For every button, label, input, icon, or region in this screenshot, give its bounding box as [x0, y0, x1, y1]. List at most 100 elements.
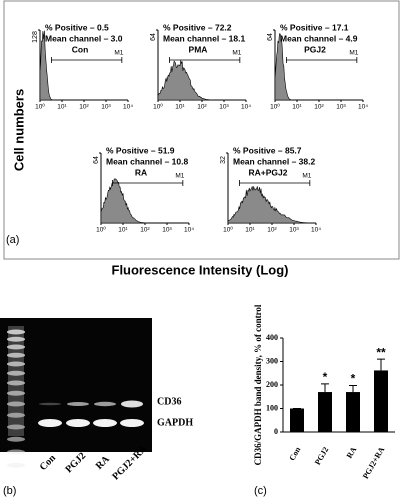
bar [290, 408, 304, 432]
band-label: CD36 [157, 396, 181, 407]
error-bar [321, 383, 329, 393]
mean-text: Mean channel – 3.0 [45, 33, 123, 43]
y-axis-label: Cell numbers [11, 89, 26, 171]
y-tick-label: 64 [93, 156, 100, 164]
y-tick-label: 300 [266, 356, 278, 365]
ladder-band [7, 424, 25, 430]
sample-name: RA [135, 167, 147, 177]
gate-label: M1 [232, 50, 241, 57]
positive-text: % Positive – 0.5 [45, 22, 109, 32]
x-tick-label: Con [287, 445, 302, 462]
x-tick-label: 10¹ [118, 227, 128, 234]
positive-text: % Positive – 72.2 [163, 22, 232, 32]
bar-chart: 0 100 200 300 400 Con * PGJ2 * RA ** PGJ2+RA [266, 333, 395, 480]
x-tick-label: 10⁰ [35, 103, 45, 111]
positive-text: % Positive – 85.7 [233, 145, 302, 155]
ladder-band [7, 401, 25, 407]
gate-marker [239, 180, 311, 186]
x-tick-label: 10⁰ [270, 103, 280, 111]
ladder-band [7, 390, 25, 396]
lane-label: Con [38, 452, 59, 473]
sample-name: PGJ2 [304, 44, 326, 54]
mean-text: Mean channel – 10.8 [106, 156, 188, 166]
ladder-band [7, 352, 25, 358]
y-tick-label: 128 [32, 31, 39, 43]
y-tick-label: 100 [266, 403, 278, 412]
x-tick-label: 10⁰ [223, 226, 233, 234]
x-tick-label: 10³ [219, 104, 229, 111]
y-tick-label: 64 [150, 33, 157, 41]
x-tick-label: RA [345, 445, 359, 460]
histogram [100, 178, 189, 224]
x-tick-label: 10² [140, 227, 150, 234]
x-tick-label: 10¹ [175, 104, 185, 111]
significance: ** [376, 345, 386, 359]
ladder-band [7, 412, 25, 418]
panel-a-frame [3, 0, 400, 260]
histogram [157, 60, 246, 101]
bar [374, 370, 388, 432]
panel-label: (c) [254, 485, 267, 497]
y-tick-label: 200 [266, 380, 278, 389]
gapdh-band [38, 419, 62, 427]
sample-name: Con [72, 44, 89, 54]
gate-label: M1 [302, 173, 311, 180]
x-tick-label: 10⁴ [123, 104, 133, 111]
x-tick-label: 10⁴ [184, 227, 194, 234]
y-axis-label: CD36/GAPDH band density, % of control [253, 304, 263, 465]
gate-label: M1 [175, 173, 184, 180]
band-label: GAPDH [157, 417, 193, 428]
ladder-band [7, 336, 25, 342]
gate-label: M1 [114, 50, 123, 57]
x-tick-label: 10¹ [57, 104, 67, 111]
x-tick-label: PGJ2+RA [361, 445, 387, 480]
x-tick-label: 10³ [162, 227, 172, 234]
gate-marker [169, 57, 241, 63]
ladder-band [7, 370, 25, 376]
x-tick-label: 10⁰ [96, 226, 106, 234]
ladder-smear [8, 326, 24, 436]
x-tick-label: 10² [197, 104, 207, 111]
bar [318, 392, 332, 432]
lane-label: RA [94, 453, 113, 472]
cd36-band [67, 402, 89, 406]
sample-name: PMA [189, 44, 208, 54]
gapdh-band [120, 419, 144, 427]
sample-name: RA+PGJ2 [249, 167, 288, 177]
gate-marker [51, 57, 123, 63]
gel-image [0, 318, 152, 452]
y-tick-label: 64 [267, 33, 274, 41]
gapdh-band [93, 419, 117, 427]
x-tick-label: 10² [267, 227, 277, 234]
error-bar [349, 384, 357, 393]
mean-text: Mean channel – 4.9 [280, 33, 358, 43]
cd36-band [94, 401, 116, 407]
gate-marker [286, 57, 358, 63]
x-tick-label: PGJ2 [313, 445, 330, 466]
histogram [227, 186, 316, 224]
x-tick-label: 10¹ [292, 104, 302, 111]
x-tick-label: 10³ [289, 227, 299, 234]
panel-label: (a) [6, 234, 19, 246]
x-tick-label: 10² [314, 104, 324, 111]
x-tick-label: 10³ [336, 104, 346, 111]
y-tick-label: 32 [220, 156, 227, 164]
lane-label: PGJ2 [64, 451, 89, 476]
panel-label: (b) [3, 485, 16, 497]
x-tick-label: 10³ [101, 104, 111, 111]
x-tick-label: 10¹ [245, 227, 255, 234]
x-axis-label: Fluorescence Intensity (Log) [112, 262, 289, 277]
positive-text: % Positive – 17.1 [280, 22, 349, 32]
y-tick-label: 0 [274, 427, 278, 436]
x-tick-label: 10⁰ [153, 103, 163, 111]
ladder-band [7, 361, 25, 367]
significance: * [323, 370, 328, 384]
gapdh-band [66, 419, 90, 427]
x-tick-label: 10⁴ [311, 227, 321, 234]
x-tick-label: 10² [79, 104, 89, 111]
mean-text: Mean channel – 18.1 [163, 33, 245, 43]
y-tick-label: 400 [266, 333, 278, 342]
ladder-band [7, 462, 25, 468]
cd36-band [121, 400, 143, 408]
